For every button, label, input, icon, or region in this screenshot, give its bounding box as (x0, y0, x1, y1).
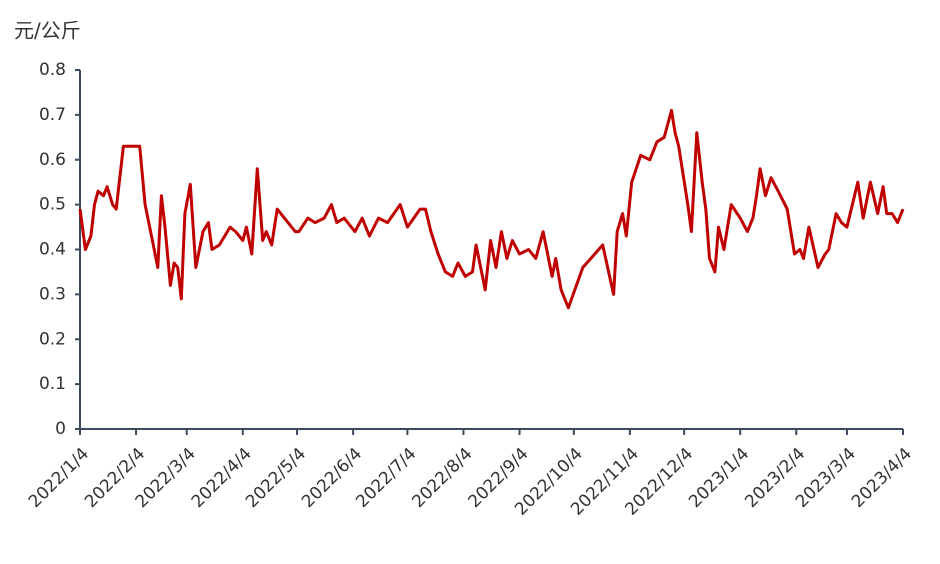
y-tick-label: 0.2 (39, 329, 66, 349)
y-axis-label: 元/公斤 (14, 19, 81, 43)
y-tick-label: 0.1 (39, 374, 66, 394)
data-line (78, 108, 905, 310)
y-tick-label: 0.5 (39, 195, 66, 215)
y-tick-label: 0 (55, 419, 66, 439)
x-tick-label: 2022/7/4 (352, 444, 420, 512)
x-tick-label: 2023/4/4 (848, 444, 916, 512)
x-tick-label: 2022/5/4 (242, 444, 310, 512)
y-tick-label: 0.8 (39, 60, 66, 80)
x-tick-label: 2022/1/4 (25, 444, 93, 512)
y-tick-label: 0.3 (39, 284, 66, 304)
y-tick-label: 0.4 (39, 240, 66, 260)
x-tick-label: 2022/8/4 (408, 444, 476, 512)
y-tick-label: 0.7 (39, 105, 66, 125)
x-tick-label: 2023/1/4 (685, 444, 753, 512)
y-tick-label: 0.6 (39, 150, 66, 170)
